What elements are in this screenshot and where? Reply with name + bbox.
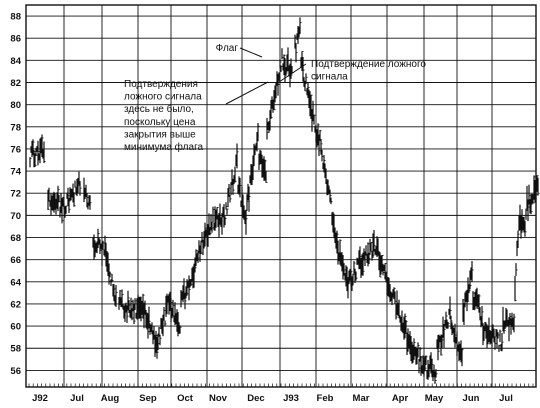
- annotation-line: Подтверждения: [124, 79, 198, 90]
- x-tick-label: J93: [283, 393, 299, 404]
- x-tick-label: J92: [32, 393, 48, 404]
- y-axis-labels: 56 58 60 62 64 66 68 70 72 74 76 78 80 82 84 86 88: [10, 12, 21, 377]
- price-bars: [29, 17, 540, 384]
- x-tick-label: Apr: [392, 393, 409, 404]
- x-tick-label: Mar: [353, 393, 370, 404]
- y-tick-label: 84: [10, 56, 21, 67]
- annotation-false-signal-confirmation: Подтверждение ложного сигнала: [311, 59, 426, 83]
- x-tick-label: Feb: [317, 393, 334, 404]
- y-tick-label: 58: [10, 344, 21, 355]
- y-tick-label: 88: [10, 12, 21, 23]
- annotation-line: минимума флага: [124, 141, 203, 153]
- x-tick-label: Jun: [463, 393, 480, 404]
- annotation-line: здесь не было,: [124, 103, 194, 115]
- x-tick-label: Jul: [499, 393, 513, 404]
- y-tick-label: 72: [10, 189, 21, 200]
- annotation-no-confirmation-arrow: [225, 81, 269, 105]
- y-tick-label: 70: [10, 211, 21, 222]
- x-tick-label: May: [425, 393, 444, 404]
- x-tick-label: Sep: [139, 393, 157, 404]
- y-tick-label: 78: [10, 122, 21, 133]
- y-tick-label: 80: [10, 100, 21, 111]
- y-tick-label: 68: [10, 233, 21, 244]
- annotation-line: Подтверждение ложного: [311, 59, 426, 70]
- x-tick-label: Nov: [209, 393, 228, 404]
- y-tick-label: 66: [10, 255, 21, 266]
- x-tick-label: Dec: [247, 393, 264, 404]
- y-tick-label: 86: [10, 34, 21, 45]
- y-tick-label: 60: [10, 322, 21, 333]
- y-tick-label: 62: [10, 299, 21, 310]
- annotation-flag-arrow: [239, 47, 263, 58]
- annotations: Флаг Подтверждение ложного сигнала Подтве…: [124, 43, 426, 153]
- x-tick-label: Oct: [177, 393, 194, 404]
- annotation-line: сигнала: [311, 72, 348, 83]
- annotation-line: Флаг: [216, 43, 239, 54]
- annotation-line: ложного сигнала: [124, 92, 202, 103]
- annotation-line: закрытия выше: [124, 129, 196, 140]
- y-tick-label: 74: [10, 167, 21, 178]
- annotation-flag: Флаг: [216, 43, 239, 54]
- y-tick-label: 56: [10, 366, 21, 377]
- annotation-line: поскольку цена: [124, 117, 196, 128]
- x-axis-labels: J92 Jul Aug Sep Oct Nov Dec J93 Feb Mar Apr May Jun J…: [32, 393, 513, 404]
- x-axis-ticks: [28, 383, 534, 387]
- y-tick-label: 82: [10, 78, 21, 89]
- x-tick-label: Jul: [70, 393, 84, 404]
- x-tick-label: Aug: [101, 393, 120, 404]
- annotation-false-signal-arrow: [275, 63, 307, 85]
- y-tick-label: 64: [10, 277, 21, 288]
- grid: [26, 5, 536, 387]
- y-tick-label: 76: [10, 144, 21, 155]
- annotation-no-confirmation: Подтверждения ложного сигнала здесь не был…: [124, 79, 203, 153]
